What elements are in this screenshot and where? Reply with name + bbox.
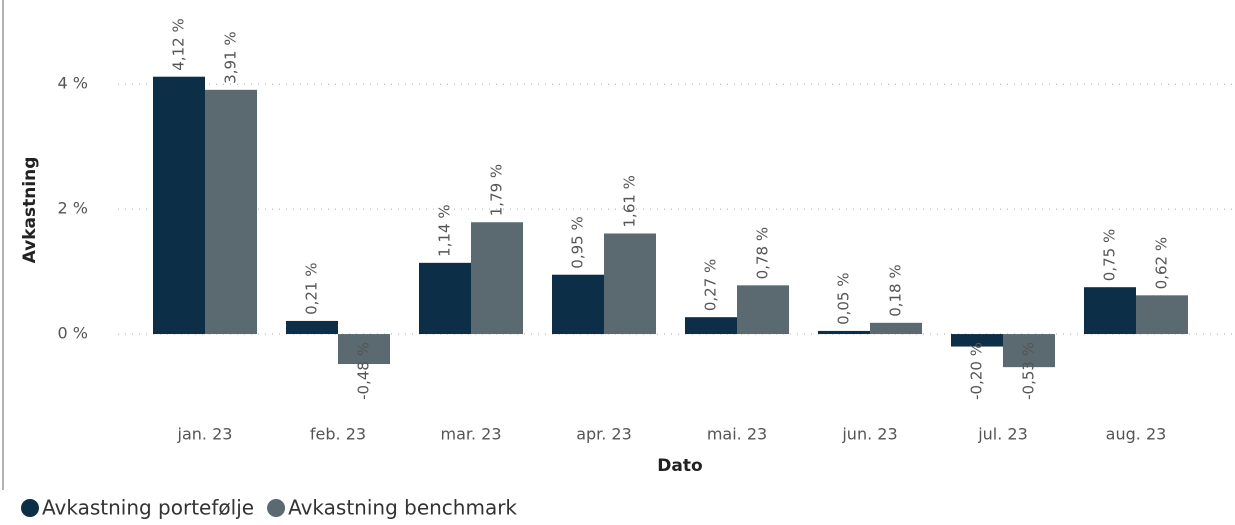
value-label: 3,91 % (222, 31, 240, 83)
value-label: -0,53 % (1020, 342, 1038, 400)
bar (1003, 334, 1055, 368)
x-tick-label: jun. 23 (841, 425, 897, 444)
value-label: 0,05 % (835, 273, 853, 325)
y-tick-label: 2 % (58, 199, 88, 218)
value-label: -0,20 % (968, 342, 986, 400)
value-label: 0,62 % (1153, 237, 1171, 289)
legend-marker (267, 499, 286, 517)
x-tick-label: mar. 23 (440, 425, 501, 444)
bar (818, 330, 870, 335)
value-label: 1,79 % (488, 164, 506, 216)
x-tick-label: aug. 23 (1106, 425, 1167, 444)
value-label: 0,27 % (702, 259, 720, 311)
bar (685, 317, 737, 335)
value-label: 1,61 % (621, 175, 639, 227)
value-label: 4,12 % (170, 18, 188, 70)
value-label: 0,75 % (1101, 229, 1119, 281)
x-tick-label: apr. 23 (576, 425, 632, 444)
x-tick-label: jan. 23 (177, 425, 233, 444)
x-axis-title: Dato (657, 456, 702, 476)
bar (552, 274, 604, 335)
bar (1084, 287, 1136, 335)
x-tick-label: feb. 23 (310, 425, 366, 444)
value-label: -0,48 % (355, 342, 373, 400)
y-tick-label: 0 % (58, 324, 88, 343)
bar (419, 262, 471, 335)
x-tick-label: jul. 23 (977, 425, 1028, 444)
bar (737, 285, 789, 335)
bar (153, 76, 205, 335)
legend-label: Avkastning benchmark (288, 496, 517, 520)
value-label: 1,14 % (436, 204, 454, 256)
value-label: 0,21 % (303, 263, 321, 315)
legend-label: Avkastning portefølje (42, 496, 254, 520)
bar (205, 89, 257, 335)
bar (338, 334, 390, 365)
value-label: 0,18 % (887, 264, 905, 316)
value-label: 0,95 % (569, 216, 587, 268)
x-tick-label: mai. 23 (707, 425, 767, 444)
bar (951, 334, 1003, 347)
y-axis-title: Avkastning (20, 157, 40, 264)
value-label: 0,78 % (754, 227, 772, 279)
bar (870, 322, 922, 335)
bar (286, 320, 338, 335)
legend-marker (21, 499, 39, 517)
y-tick-label: 4 % (58, 74, 88, 93)
bar (604, 233, 656, 335)
bar (1136, 295, 1188, 335)
bar (471, 222, 523, 335)
